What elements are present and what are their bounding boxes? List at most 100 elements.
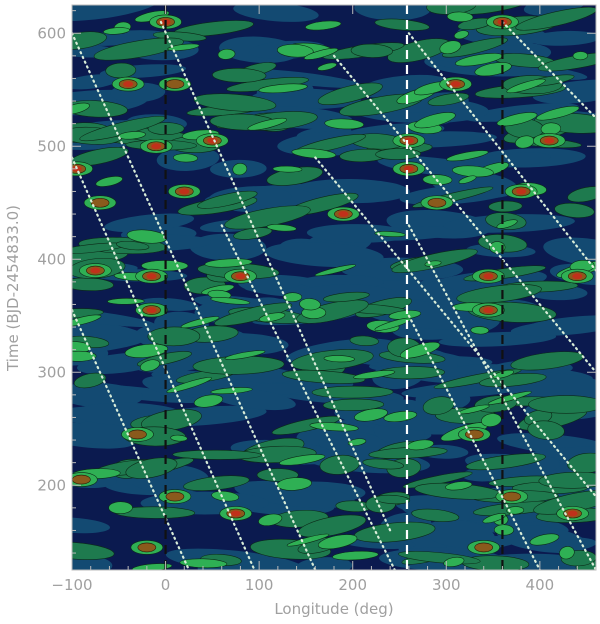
reference-vertical-lines [164,5,504,570]
contour-blob-level-2 [456,284,542,304]
contour-blob-level-2 [125,457,178,479]
hotspot-core [165,491,185,502]
contour-blob-level-3 [108,501,133,515]
hotspot-peak [179,188,190,195]
contour-blob-level-3 [353,370,396,380]
x-tick-label: 100 [245,576,274,594]
contour-blob-level-3 [258,513,283,526]
x-tick-label: 400 [526,576,555,594]
contour-blob-level-3 [282,292,303,303]
contour-blob-level-3 [496,112,538,127]
dotted-track [72,309,191,570]
contour-blob-level-3 [443,556,465,568]
dotted-track [220,224,396,570]
contour-blob-level-3 [107,298,145,305]
hotspot-core [502,491,522,502]
contour-blob-level-3 [453,30,469,40]
contour-blob-level-3 [446,11,474,23]
contour-blob-level-3 [482,513,507,524]
contour-blob-level-3 [247,117,287,131]
contour-blob-level-1 [72,74,120,90]
contour-blob-level-3 [317,62,337,71]
contour-blob-level-2 [349,335,379,346]
contour-blob-level-3 [204,258,253,268]
hotspot-peak [146,307,157,314]
hotspot-peak [403,165,414,172]
contour-blob-level-2 [554,202,595,218]
contour-blob-level-2 [442,37,508,58]
hotspot-peak [151,143,162,150]
contour-bands [72,5,596,570]
contour-blob-level-3 [72,314,102,327]
hotspot-core [72,474,91,485]
contour-blob-level-2 [183,475,250,491]
contour-blob-level-3 [303,47,339,60]
contour-blob-level-3 [536,105,580,121]
contour-blob-level-2 [411,508,460,522]
hotspot-core [128,429,147,440]
hotspot-peak [230,510,241,517]
contour-blob-level-1 [354,5,431,21]
contour-blob-level-1 [543,237,596,268]
contour-blob-level-3 [95,176,123,187]
x-tick-label: 200 [338,576,367,594]
contour-blob-level-2 [115,240,150,251]
contour-blob-level-3 [173,153,198,163]
contour-blob-level-3 [305,20,342,31]
hotspot-peak [338,211,349,218]
hotspot-peak [483,307,494,314]
contour-blob-level-3 [210,387,253,395]
contour-blob-level-3 [481,413,502,427]
contour-blob-level-3 [277,44,314,58]
y-tick-label: 300 [37,363,66,381]
contour-blob-level-1 [72,382,143,408]
hotspot-core [474,542,494,553]
contour-blob-level-3 [446,150,489,162]
contour-blob-level-3 [299,298,321,311]
contour-blob-level-3 [72,350,97,362]
contour-blob-level-3 [487,391,532,405]
contour-blob-level-2 [322,291,370,303]
contour-blob-level-2 [374,18,430,31]
contour-blob-level-2 [374,494,411,505]
hotspot-peak [90,267,101,274]
hotspot-peak [572,273,583,280]
contour-blob-level-2 [73,372,107,389]
contour-blob-level-2 [515,6,596,31]
dotted-track [501,20,596,120]
contour-blob-level-2 [297,514,367,538]
contour-blob-level-1 [136,349,237,373]
hotspot-peak [207,137,218,144]
hotspot-peak [235,273,246,280]
dotted-drift-tracks [72,20,596,570]
contour-plot-area [72,5,596,570]
contour-blob-level-3 [506,506,525,515]
y-tick-label: 500 [37,137,66,155]
contour-blob-level-3 [354,408,388,422]
contour-blob-level-1 [233,5,319,22]
x-axis-ticks: −100 0 100 200 300 400 [51,5,597,594]
hotspot-peak [567,510,578,517]
hotspot-core [427,197,447,208]
dotted-track [314,156,596,498]
contour-blob-level-3 [232,162,248,176]
hotspot-core [137,542,157,553]
contour-blob-level-2 [488,200,523,213]
contour-blob-level-3 [272,165,303,173]
contour-blob-level-3 [323,355,355,363]
hotspot-peak [146,273,157,280]
contour-blob-level-2 [271,415,341,435]
dotted-track [72,156,256,570]
dotted-track [332,54,596,374]
contour-blob-level-2 [427,92,470,106]
contour-blob-level-3 [374,317,412,331]
contour-blob-level-1 [72,555,113,570]
contour-blob-level-3 [314,264,357,277]
hotspot-peak [544,137,555,144]
contour-blob-level-2 [362,458,404,470]
contour-blob-level-2 [193,93,277,112]
contour-blob-level-3 [180,316,220,329]
contour-blob-level-3 [103,27,130,35]
y-tick-label: 600 [37,24,66,42]
